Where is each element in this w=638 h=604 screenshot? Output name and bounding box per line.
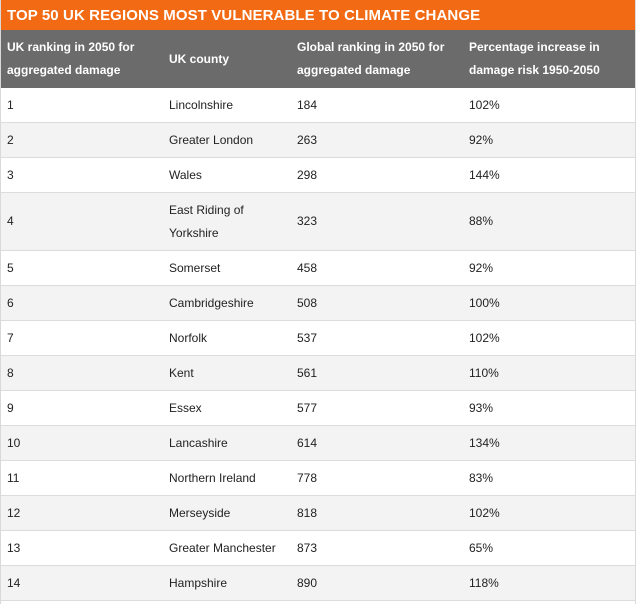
cell-uk-county: Wales bbox=[169, 168, 202, 182]
header-global-ranking: Global ranking in 2050 for aggregated da… bbox=[297, 40, 445, 77]
cell-percentage-increase: 110% bbox=[469, 366, 499, 380]
table-row: 9 Essex 577 93% bbox=[1, 391, 635, 426]
cell-global-ranking: 323 bbox=[297, 214, 318, 228]
cell-percentage-increase: 118% bbox=[469, 576, 499, 590]
cell-global-ranking: 873 bbox=[297, 541, 318, 555]
table-header-row: UK ranking in 2050 for aggregated damage… bbox=[1, 30, 635, 88]
table-row: 14 Hampshire 890 118% bbox=[1, 566, 635, 601]
cell-uk-ranking: 11 bbox=[7, 471, 20, 485]
cell-percentage-increase: 65% bbox=[469, 541, 494, 555]
cell-uk-county: Kent bbox=[169, 366, 194, 380]
table-row: 13 Greater Manchester 873 65% bbox=[1, 531, 635, 566]
cell-percentage-increase: 88% bbox=[469, 214, 494, 228]
cell-uk-county: Cambridgeshire bbox=[169, 296, 254, 310]
cell-uk-ranking: 12 bbox=[7, 506, 21, 520]
cell-uk-county: Lancashire bbox=[169, 436, 228, 450]
cell-uk-county: East Riding of Yorkshire bbox=[169, 202, 244, 240]
table-row: 8 Kent 561 110% bbox=[1, 356, 635, 391]
table-row: 10 Lancashire 614 134% bbox=[1, 426, 635, 461]
cell-uk-county: Lincolnshire bbox=[169, 98, 234, 112]
cell-percentage-increase: 102% bbox=[469, 98, 500, 112]
header-uk-county: UK county bbox=[169, 51, 229, 66]
table-row: 1 Lincolnshire 184 102% bbox=[1, 88, 635, 123]
table-title: TOP 50 UK REGIONS MOST VULNERABLE TO CLI… bbox=[7, 6, 481, 24]
cell-percentage-increase: 100% bbox=[469, 296, 500, 310]
cell-uk-ranking: 2 bbox=[7, 133, 14, 147]
cell-percentage-increase: 92% bbox=[469, 133, 494, 147]
cell-uk-county: Norfolk bbox=[169, 331, 208, 345]
cell-percentage-increase: 102% bbox=[469, 506, 500, 520]
cell-uk-ranking: 6 bbox=[7, 296, 14, 310]
table-row: 12 Merseyside 818 102% bbox=[1, 496, 635, 531]
cell-uk-ranking: 10 bbox=[7, 436, 21, 450]
cell-percentage-increase: 102% bbox=[469, 331, 500, 345]
cell-global-ranking: 818 bbox=[297, 506, 318, 520]
cell-global-ranking: 890 bbox=[297, 576, 318, 590]
cell-uk-county: Greater London bbox=[169, 133, 254, 147]
cell-uk-ranking: 13 bbox=[7, 541, 21, 555]
cell-uk-ranking: 5 bbox=[7, 261, 14, 275]
cell-percentage-increase: 93% bbox=[469, 401, 494, 415]
cell-global-ranking: 614 bbox=[297, 436, 318, 450]
cell-uk-county: Essex bbox=[169, 401, 202, 415]
cell-uk-ranking: 8 bbox=[7, 366, 14, 380]
cell-uk-county: Merseyside bbox=[169, 506, 231, 520]
table-row: 3 Wales 298 144% bbox=[1, 158, 635, 193]
cell-uk-county: Hampshire bbox=[169, 576, 228, 590]
cell-global-ranking: 778 bbox=[297, 471, 318, 485]
table-row: 5 Somerset 458 92% bbox=[1, 251, 635, 286]
cell-uk-ranking: 3 bbox=[7, 168, 14, 182]
cell-uk-ranking: 9 bbox=[7, 401, 14, 415]
cell-global-ranking: 561 bbox=[297, 366, 318, 380]
cell-uk-county: Northern Ireland bbox=[169, 471, 256, 485]
cell-global-ranking: 298 bbox=[297, 168, 318, 182]
header-percentage-increase: Percentage increase in damage risk 1950-… bbox=[469, 40, 600, 77]
cell-uk-ranking: 4 bbox=[7, 214, 14, 228]
cell-global-ranking: 508 bbox=[297, 296, 318, 310]
cell-global-ranking: 577 bbox=[297, 401, 318, 415]
cell-global-ranking: 458 bbox=[297, 261, 318, 275]
table-row: 7 Norfolk 537 102% bbox=[1, 321, 635, 356]
cell-percentage-increase: 134% bbox=[469, 436, 500, 450]
cell-percentage-increase: 92% bbox=[469, 261, 494, 275]
cell-uk-ranking: 14 bbox=[7, 576, 21, 590]
table-row: 2 Greater London 263 92% bbox=[1, 123, 635, 158]
cell-global-ranking: 537 bbox=[297, 331, 318, 345]
cell-uk-county: Somerset bbox=[169, 261, 221, 275]
cell-percentage-increase: 144% bbox=[469, 168, 500, 182]
table-row: 6 Cambridgeshire 508 100% bbox=[1, 286, 635, 321]
cell-uk-county: Greater Manchester bbox=[169, 541, 276, 555]
table-row: 11 Northern Ireland 778 83% bbox=[1, 461, 635, 496]
cell-global-ranking: 184 bbox=[297, 98, 318, 112]
table-title-bar: TOP 50 UK REGIONS MOST VULNERABLE TO CLI… bbox=[1, 0, 635, 30]
table-row: 4 East Riding of Yorkshire 323 88% bbox=[1, 193, 635, 251]
cell-uk-ranking: 1 bbox=[7, 98, 14, 112]
header-uk-ranking: UK ranking in 2050 for aggregated damage bbox=[7, 40, 135, 77]
cell-uk-ranking: 7 bbox=[7, 331, 14, 345]
cell-percentage-increase: 83% bbox=[469, 471, 494, 485]
cell-global-ranking: 263 bbox=[297, 133, 318, 147]
